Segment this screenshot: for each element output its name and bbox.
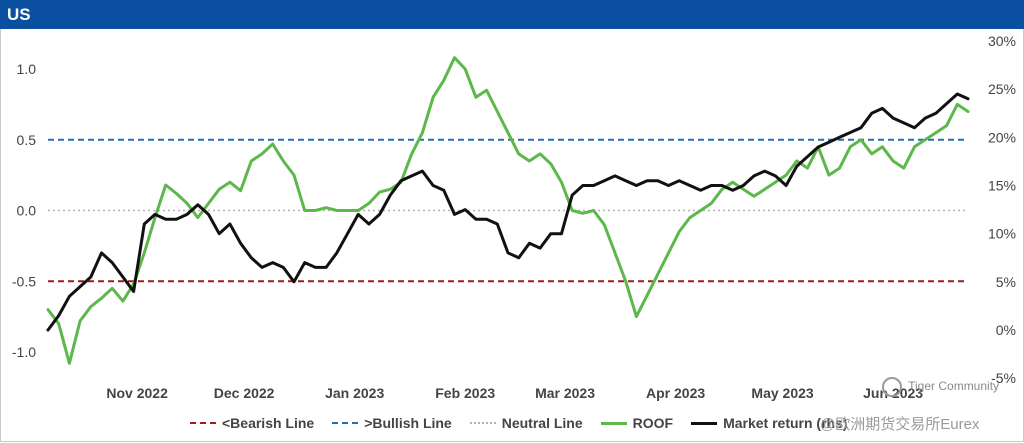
right-tick-label: 15% (988, 178, 1016, 194)
legend-item-neutral: Neutral Line (469, 415, 583, 431)
legend-swatch-roof (600, 421, 627, 425)
x-tick-label: Mar 2023 (535, 385, 595, 401)
x-tick-label: Jan 2023 (325, 385, 384, 401)
left-tick-label: 1.0 (17, 61, 37, 77)
legend-item-bearish: <Bearish Line (190, 415, 314, 431)
x-tick-label: Apr 2023 (646, 385, 705, 401)
x-tick-label: May 2023 (751, 385, 813, 401)
right-tick-label: 0% (996, 322, 1016, 338)
legend-swatch-market (691, 421, 718, 425)
legend-item-roof: ROOF (600, 415, 674, 431)
tiger-logo-icon (882, 377, 902, 397)
right-tick-label: 20% (988, 129, 1016, 145)
x-tick-label: Feb 2023 (435, 385, 495, 401)
legend-label-roof: ROOF (632, 415, 674, 431)
left-tick-label: 0.5 (17, 132, 37, 148)
right-tick-label: 25% (988, 81, 1016, 97)
legend-item-bullish: >Bullish Line (332, 415, 452, 431)
series-line-market-return (46, 92, 970, 332)
legend-label-market: Market return (rhs) (723, 415, 848, 431)
legend-label-bullish: >Bullish Line (364, 415, 452, 431)
legend-swatch-bearish (190, 422, 216, 424)
x-tick-label: Dec 2022 (214, 385, 275, 401)
legend-label-bearish: <Bearish Line (222, 415, 315, 431)
left-tick-label: 0.0 (17, 203, 37, 219)
right-tick-label: 10% (988, 226, 1016, 242)
title-bar: US (0, 0, 1024, 29)
right-tick-label: 30% (988, 33, 1016, 49)
x-tick-label: Nov 2022 (106, 385, 168, 401)
watermark-source: @欧洲期货交易所Eurex (820, 416, 980, 433)
page-title: US (7, 5, 31, 24)
watermark-community: Tiger Community (882, 377, 999, 397)
left-tick-label: -0.5 (12, 273, 36, 289)
right-tick-label: 5% (996, 274, 1016, 290)
watermark-community-text: Tiger Community (908, 379, 1000, 394)
legend-swatch-bullish (332, 422, 359, 424)
left-tick-label: -1.0 (12, 344, 36, 360)
legend-item-market: Market return (rhs) (691, 415, 848, 431)
legend-label-neutral: Neutral Line (501, 415, 583, 431)
legend: <Bearish Line >Bullish Line Neutral Line… (190, 413, 848, 433)
series-line-roof (46, 56, 970, 365)
right-tick-label: -5% (991, 370, 1016, 386)
legend-swatch-neutral (469, 422, 496, 424)
